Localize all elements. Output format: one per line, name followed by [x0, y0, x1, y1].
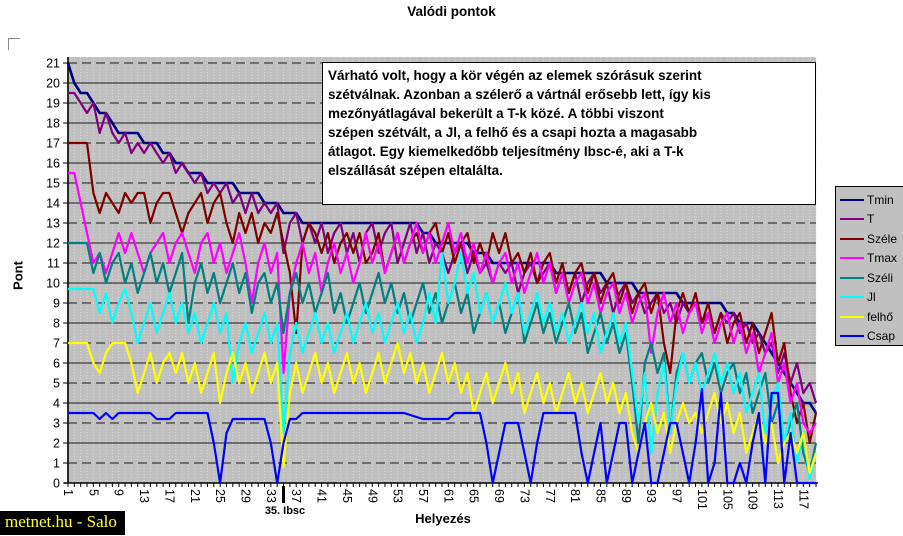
y-tick-label: 2 [53, 437, 60, 451]
legend-item-Csap: Csap [840, 327, 903, 347]
y-tick-label: 12 [46, 237, 60, 251]
watermark: metnet.hu - Salo [0, 511, 125, 535]
x-tick-label: 5 [86, 489, 100, 496]
y-tick-label: 7 [53, 337, 60, 351]
y-tick-label: 14 [46, 197, 60, 211]
special-tick-label: 35. Ibsc [264, 505, 306, 517]
y-tick-label: 15 [46, 177, 60, 191]
x-tick-label: 101 [695, 489, 709, 510]
y-tick-label: 17 [46, 137, 60, 151]
legend-item-Tmin: Tmin [840, 190, 903, 210]
legend-label: Széle [867, 231, 898, 246]
y-tick-label: 19 [46, 97, 60, 111]
legend-label: Tmax [867, 251, 897, 266]
y-tick-label: 4 [53, 397, 60, 411]
series-line-felhő [68, 341, 818, 475]
legend-label: T [867, 212, 875, 227]
y-tick-label: 5 [53, 377, 60, 391]
x-tick-label: 105 [720, 489, 734, 510]
legend-swatch-Széle [840, 237, 864, 240]
x-tick-label: 41 [315, 489, 329, 503]
x-tick-label: 113 [771, 489, 785, 509]
x-tick-label: 61 [441, 489, 455, 503]
legend-label: Csap [867, 329, 896, 344]
legend-swatch-Tmin [840, 198, 864, 201]
legend-swatch-Jl [840, 296, 864, 299]
y-tick-label: 18 [46, 117, 60, 131]
legend: Tmin T Széle Tmax Széli Jl felhő Csap [835, 186, 903, 346]
x-tick-label: 17 [162, 489, 176, 503]
y-tick-label: 6 [53, 357, 60, 371]
x-tick-label: 89 [619, 489, 633, 503]
legend-label: Széli [867, 270, 894, 285]
legend-item-Széle: Széle [840, 229, 903, 249]
legend-item-T: T [840, 210, 903, 230]
chart-border-corner [8, 38, 20, 50]
legend-label: felhő [867, 309, 894, 324]
x-tick-label: 25 [213, 489, 227, 503]
legend-swatch-Széli [840, 276, 864, 279]
x-tick-label: 85 [593, 489, 607, 503]
x-tick-label: 1 [61, 489, 75, 496]
x-tick-label: 45 [340, 489, 354, 503]
y-tick-label: 10 [46, 277, 60, 291]
x-tick-label: 93 [644, 489, 658, 503]
y-tick-label: 11 [47, 257, 60, 271]
x-tick-label: 73 [517, 489, 531, 503]
x-tick-label: 13 [137, 489, 151, 503]
series-line-Csap [68, 387, 816, 485]
legend-item-Tmax: Tmax [840, 249, 903, 269]
legend-swatch-felhő [840, 315, 864, 318]
x-tick-label: 37 [289, 489, 303, 503]
x-axis-title: Helyezés [415, 511, 471, 526]
y-tick-label: 8 [53, 317, 60, 331]
x-tick-label: 57 [416, 489, 430, 503]
legend-item-felhő: felhő [840, 307, 903, 327]
series-line-Jl [68, 251, 818, 481]
x-tick-label: 77 [543, 489, 557, 503]
series-line-Tmax [68, 171, 817, 435]
y-tick-label: 20 [46, 77, 60, 91]
x-tick-label: 49 [365, 489, 379, 503]
x-tick-label: 53 [391, 489, 405, 503]
x-tick-label: 69 [492, 489, 506, 503]
legend-item-Széli: Széli [840, 268, 903, 288]
x-tick-label: 29 [238, 489, 252, 503]
y-tick-label: 3 [53, 417, 60, 431]
y-tick-label: 9 [53, 297, 60, 311]
legend-label: Tmin [867, 192, 894, 207]
annotation-box: Várható volt, hogy a kör végén az elemek… [322, 62, 816, 205]
chart-title: Valódi pontok [407, 4, 496, 19]
legend-swatch-T [840, 218, 864, 221]
special-tick-mark [282, 486, 286, 503]
x-tick-label: 117 [796, 489, 810, 509]
legend-item-Jl: Jl [840, 288, 903, 308]
x-tick-label: 9 [112, 489, 126, 496]
x-tick-label: 81 [568, 489, 582, 503]
legend-swatch-Tmax [840, 257, 864, 260]
y-tick-label: 1 [53, 457, 60, 471]
x-tick-label: 21 [188, 489, 202, 503]
y-axis-title: Pont [10, 261, 26, 290]
legend-label: Jl [867, 290, 876, 305]
y-tick-label: 16 [46, 157, 60, 171]
x-tick-label: 97 [670, 489, 684, 503]
x-tick-label: 109 [746, 489, 760, 510]
legend-swatch-Csap [840, 335, 864, 338]
x-tick-label: 65 [467, 489, 481, 503]
y-tick-label: 0 [53, 477, 60, 491]
x-tick-label: 33 [264, 489, 278, 503]
y-tick-label: 21 [46, 57, 60, 71]
y-tick-label: 13 [46, 217, 60, 231]
